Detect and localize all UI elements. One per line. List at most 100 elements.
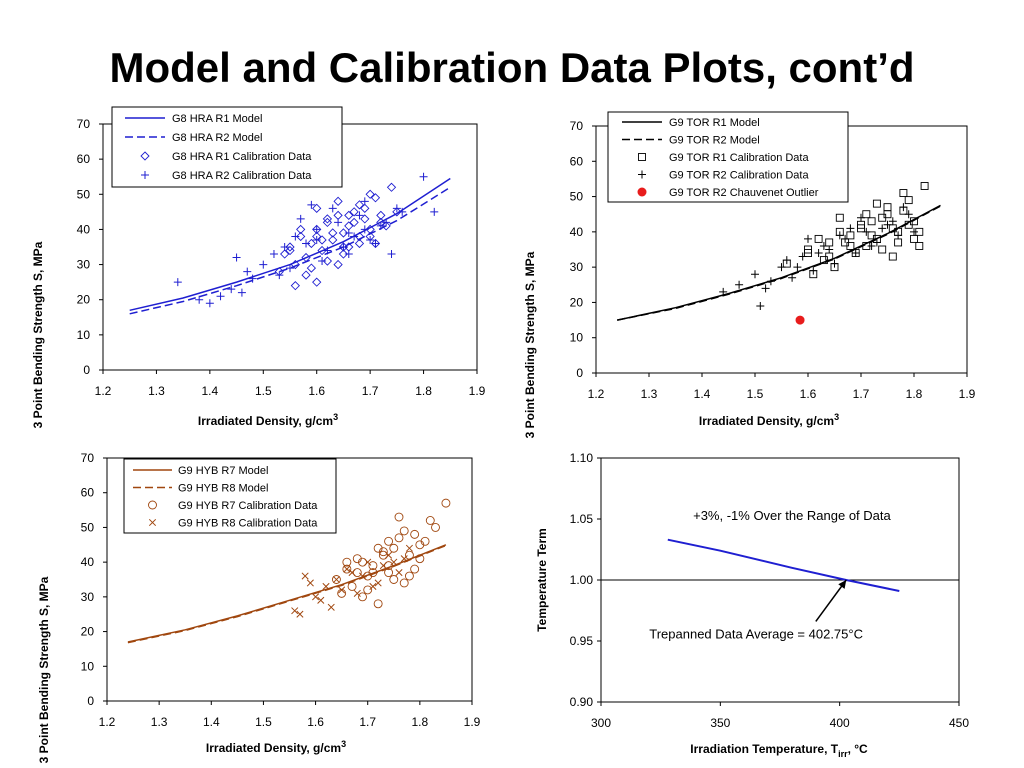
- y-tick-label: 70: [81, 451, 95, 465]
- data-point: [846, 231, 855, 240]
- data-point: [830, 259, 839, 268]
- data-point: [431, 522, 440, 532]
- data-point: [360, 197, 369, 206]
- legend-entry: G9 HYB R8 Model: [178, 483, 268, 495]
- y-tick-label: 30: [81, 590, 95, 604]
- legend-swatch: [141, 171, 149, 179]
- x-tick-label: 1.2: [99, 715, 116, 729]
- data-point: [404, 571, 414, 581]
- data-point: [296, 610, 304, 618]
- y-tick-label: 20: [570, 295, 584, 309]
- x-tick-label: 1.7: [853, 387, 870, 401]
- data-point: [814, 249, 823, 258]
- data-point: [237, 288, 246, 297]
- data-point: [395, 569, 403, 577]
- data-point: [349, 217, 359, 228]
- y-tick-label: 10: [81, 659, 95, 673]
- x-tick-label: 1.9: [464, 715, 481, 729]
- data-point: [280, 243, 289, 251]
- data-point: [347, 581, 357, 591]
- data-point: [904, 210, 913, 219]
- chart-g8-hra: 1.2 1.3 1.4 1.5 1.6 1.7 1.8 1.9010203040506070 …: [31, 106, 486, 428]
- data-point: [290, 281, 300, 291]
- data-point: [389, 575, 399, 584]
- annotation-text: Trepanned Data Average = 402.75°C: [649, 627, 863, 642]
- data-point: [248, 274, 257, 283]
- x-tick-label: 1.3: [641, 387, 658, 401]
- data-point: [318, 257, 327, 266]
- data-point: [394, 512, 404, 522]
- data-point: [910, 234, 918, 243]
- legend-entry: G8 HRA R1 Calibration Data: [172, 151, 312, 163]
- plot-area: [106, 457, 473, 702]
- x-tick-label: 1.5: [747, 387, 764, 401]
- data-point: [317, 596, 325, 604]
- y-tick-label: 50: [570, 190, 584, 204]
- data-point: [751, 270, 759, 279]
- data-point: [338, 586, 346, 594]
- data-point: [312, 235, 321, 244]
- x-tick-label: 1.2: [95, 384, 112, 398]
- legend-entry: G8 HRA R2 Calibration Data: [172, 170, 312, 182]
- data-point: [296, 214, 305, 223]
- y-tick-label: 0.90: [570, 695, 594, 709]
- data-point: [384, 536, 394, 546]
- x-tick-label: 1.7: [362, 384, 379, 398]
- annotation-text: +3%, -1% Over the Range of Data: [693, 508, 891, 523]
- data-point: [353, 589, 361, 597]
- data-point: [857, 213, 865, 222]
- data-point: [862, 227, 871, 236]
- legend-swatch: [140, 151, 150, 161]
- y-tick-label: 60: [570, 154, 584, 168]
- x-tick-label: 1.7: [359, 715, 376, 729]
- x-tick-label: 1.8: [412, 715, 429, 729]
- x-tick-label: 1.8: [415, 384, 432, 398]
- data-point: [360, 225, 369, 234]
- y-axis-label: Temperature Term: [535, 528, 549, 632]
- data-point: [381, 221, 391, 231]
- x-axis-label: Irradiated Density, g/cm3: [699, 412, 839, 428]
- x-tick-label: 1.4: [694, 387, 711, 401]
- y-tick-label: 30: [77, 258, 91, 272]
- data-point: [317, 245, 327, 256]
- data-point: [307, 200, 316, 209]
- data-point: [835, 231, 844, 240]
- x-tick-label: 450: [949, 716, 969, 730]
- data-point: [899, 189, 908, 197]
- x-tick-label: 1.4: [202, 384, 219, 398]
- x-axis-label: Irradiated Density, g/cm3: [206, 739, 346, 755]
- y-tick-label: 20: [81, 625, 95, 639]
- data-point: [312, 203, 322, 213]
- data-point: [363, 585, 373, 595]
- data-point: [366, 235, 375, 244]
- data-point: [344, 228, 353, 237]
- y-tick-label: 40: [77, 222, 91, 236]
- data-point: [819, 256, 828, 265]
- y-tick-label: 10: [77, 328, 91, 342]
- data-point: [404, 550, 414, 560]
- data-point: [761, 284, 770, 293]
- y-tick-label: 20: [77, 293, 91, 307]
- data-point: [735, 280, 744, 289]
- data-point: [312, 277, 322, 287]
- data-point: [382, 218, 391, 227]
- legend-entry: G9 HYB R7 Calibration Data: [178, 500, 318, 512]
- y-tick-label: 70: [570, 119, 584, 133]
- series-layer: [127, 498, 451, 644]
- data-point: [851, 249, 860, 258]
- data-point: [331, 575, 341, 584]
- data-point: [259, 260, 268, 269]
- data-point: [819, 241, 828, 250]
- data-point: [410, 564, 420, 574]
- legend-box: [607, 111, 849, 203]
- data-point: [333, 259, 343, 270]
- data-point: [878, 224, 887, 233]
- x-tick-label: 1.8: [906, 387, 923, 401]
- data-point: [365, 224, 375, 235]
- y-tick-label: 30: [570, 260, 584, 274]
- data-point: [419, 172, 428, 181]
- data-point: [385, 551, 393, 559]
- y-tick-label: 1.05: [570, 512, 594, 526]
- data-point: [420, 536, 430, 546]
- data-point: [334, 218, 343, 227]
